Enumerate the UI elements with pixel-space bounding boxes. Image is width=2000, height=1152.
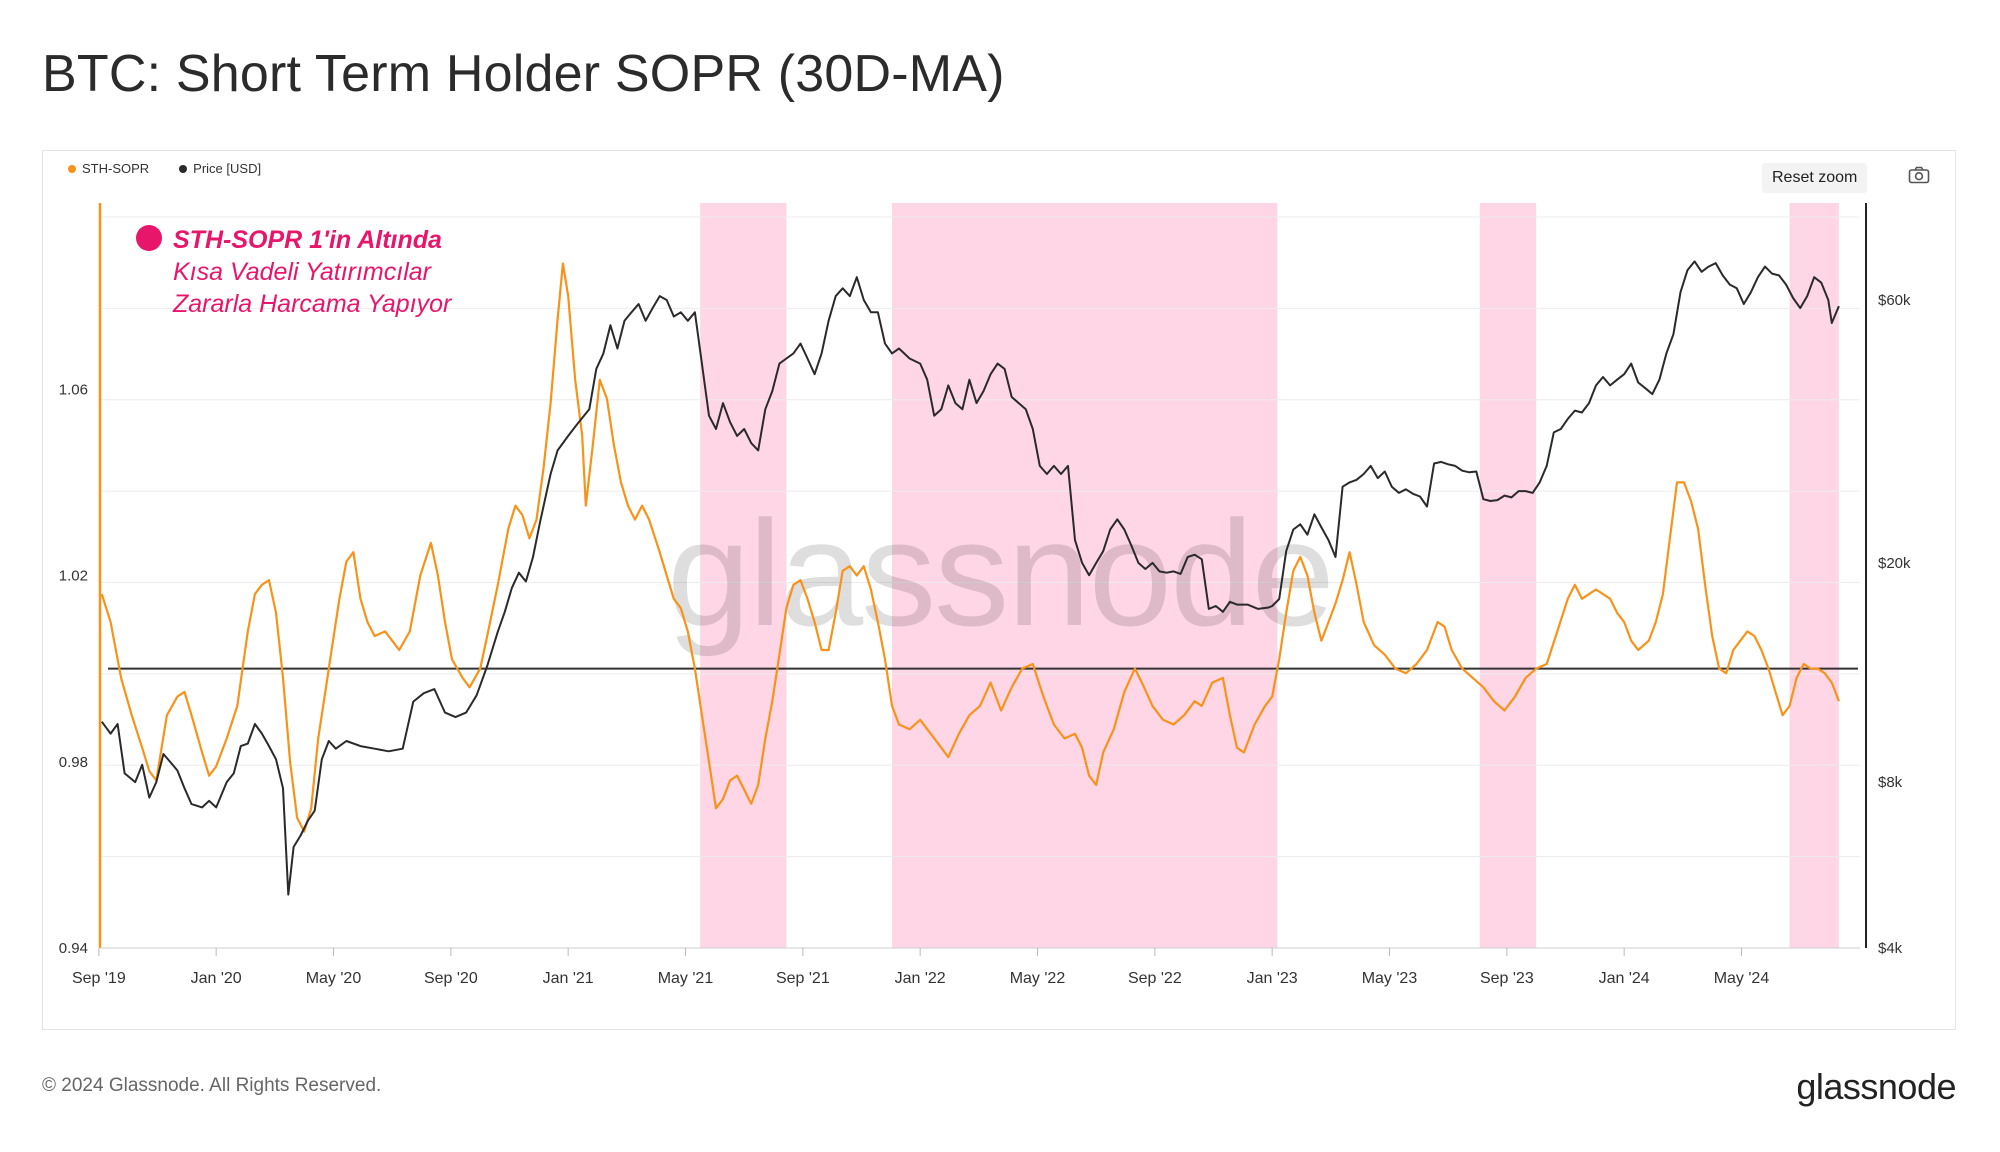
legend-item-sopr[interactable]: STH-SOPR (68, 161, 149, 176)
highlight-band-4 (1789, 203, 1839, 948)
x-tick-label: May '21 (658, 970, 714, 987)
sth-sopr-line (100, 262, 1840, 833)
copyright-text: © 2024 Glassnode. All Rights Reserved. (42, 1075, 382, 1096)
x-tick-label: Sep '23 (1480, 970, 1534, 987)
chart-legend: STH-SOPR Price [USD] (68, 161, 261, 176)
x-tick-label: Sep '20 (424, 970, 478, 987)
y-right-tick-label: $60k (1878, 292, 1911, 309)
legend-dot-sopr (68, 164, 76, 173)
y-left-tick-label: 1.06 (59, 381, 88, 398)
annotation-marker (136, 225, 162, 251)
x-tick-label: Sep '19 (72, 970, 126, 987)
y-right-tick-label: $4k (1878, 940, 1903, 957)
y-left-tick-label: 1.02 (59, 568, 88, 585)
highlight-band-3 (1479, 203, 1537, 948)
legend-label-sopr: STH-SOPR (82, 161, 150, 176)
y-left-tick-label: 0.98 (59, 754, 88, 771)
reset-zoom-button[interactable]: Reset zoom (1762, 163, 1868, 193)
highlight-band-1 (700, 203, 787, 948)
x-tick-label: May '24 (1714, 970, 1770, 987)
annotation-line-2: Zararla Harcama Yapıyor (172, 290, 453, 318)
annotation-title: STH-SOPR 1'in Altında (173, 226, 442, 254)
y-left-tick-label: 0.94 (59, 940, 88, 957)
x-tick-label: Jan '21 (543, 970, 594, 987)
y-right-tick-label: $20k (1878, 555, 1911, 572)
camera-icon[interactable] (1908, 166, 1930, 184)
legend-label-price: Price [USD] (193, 161, 262, 176)
x-tick-label: Sep '21 (776, 970, 830, 987)
highlight-band-2 (892, 203, 1278, 948)
brand-logo[interactable]: glassnode (1796, 1066, 1956, 1107)
annotation-line-1: Kısa Vadeli Yatırımcılar (173, 258, 433, 286)
x-tick-label: Jan '22 (895, 970, 946, 987)
page-title: BTC: Short Term Holder SOPR (30D-MA) (42, 45, 1005, 103)
price-line (100, 260, 1840, 896)
x-tick-label: Jan '20 (191, 970, 242, 987)
watermark-text: glassnode (667, 489, 1333, 657)
x-tick-label: Jan '24 (1599, 970, 1650, 987)
legend-dot-price (179, 164, 188, 173)
x-tick-label: Jan '23 (1247, 970, 1298, 987)
x-tick-label: May '20 (306, 970, 362, 987)
x-tick-label: May '22 (1010, 970, 1066, 987)
legend-item-price[interactable]: Price [USD] (179, 161, 261, 176)
y-right-tick-label: $8k (1878, 774, 1903, 791)
x-tick-label: May '23 (1362, 970, 1418, 987)
x-tick-label: Sep '22 (1128, 970, 1182, 987)
